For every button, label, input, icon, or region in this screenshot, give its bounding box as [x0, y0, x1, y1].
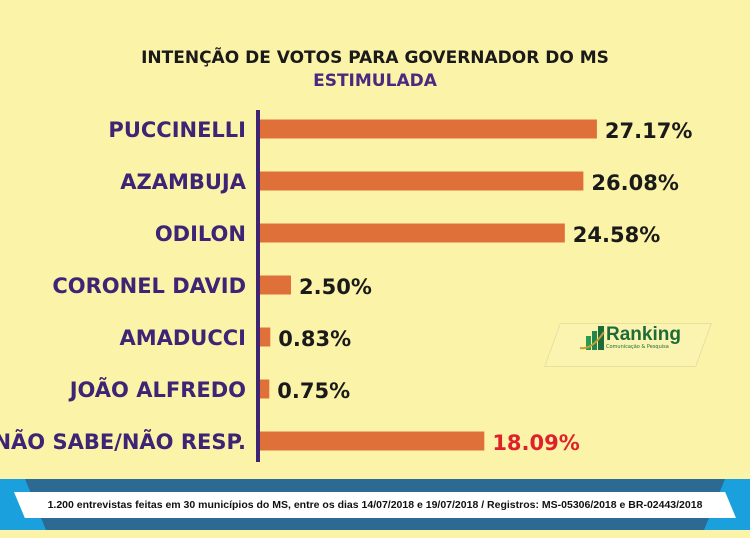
value-label: 18.09%	[492, 431, 579, 455]
bar	[260, 431, 485, 451]
ranking-logo: Ranking Comunicação & Pesquisa	[580, 324, 681, 350]
logo-tagline: Comunicação & Pesquisa	[606, 344, 669, 350]
bar	[260, 327, 271, 347]
value-label: 24.58%	[573, 223, 660, 247]
value-label: 2.50%	[299, 275, 372, 299]
bar	[260, 379, 270, 399]
value-label: 26.08%	[591, 171, 678, 195]
bar	[260, 171, 584, 191]
category-label: CORONEL DAVID	[52, 274, 246, 298]
value-label: 27.17%	[605, 119, 692, 143]
category-label: ODILON	[155, 222, 246, 246]
category-label: NÃO SABE/NÃO RESP.	[0, 429, 246, 454]
bar	[260, 223, 565, 243]
category-label: AMADUCCI	[119, 326, 246, 350]
value-label: 0.83%	[278, 327, 351, 351]
category-label: AZAMBUJA	[120, 170, 247, 194]
chart-subtitle: ESTIMULADA	[313, 71, 437, 91]
footer-text: 1.200 entrevistas feitas em 30 município…	[47, 499, 703, 511]
footer-note: 1.200 entrevistas feitas em 30 município…	[14, 492, 736, 518]
category-label: JOÃO ALFREDO	[68, 377, 246, 402]
category-label: PUCCINELLI	[108, 118, 246, 142]
chart-title: INTENÇÃO DE VOTOS PARA GOVERNADOR DO MS	[141, 48, 609, 68]
logo-name: Ranking	[606, 324, 681, 345]
value-label: 0.75%	[277, 379, 350, 403]
bar	[260, 275, 291, 295]
chart-bars-logo-icon	[580, 326, 605, 350]
bar	[260, 119, 597, 139]
bar-chart: PUCCINELLI 27.17% AZAMBUJA 26.08% ODILON 24.5…	[0, 110, 692, 462]
